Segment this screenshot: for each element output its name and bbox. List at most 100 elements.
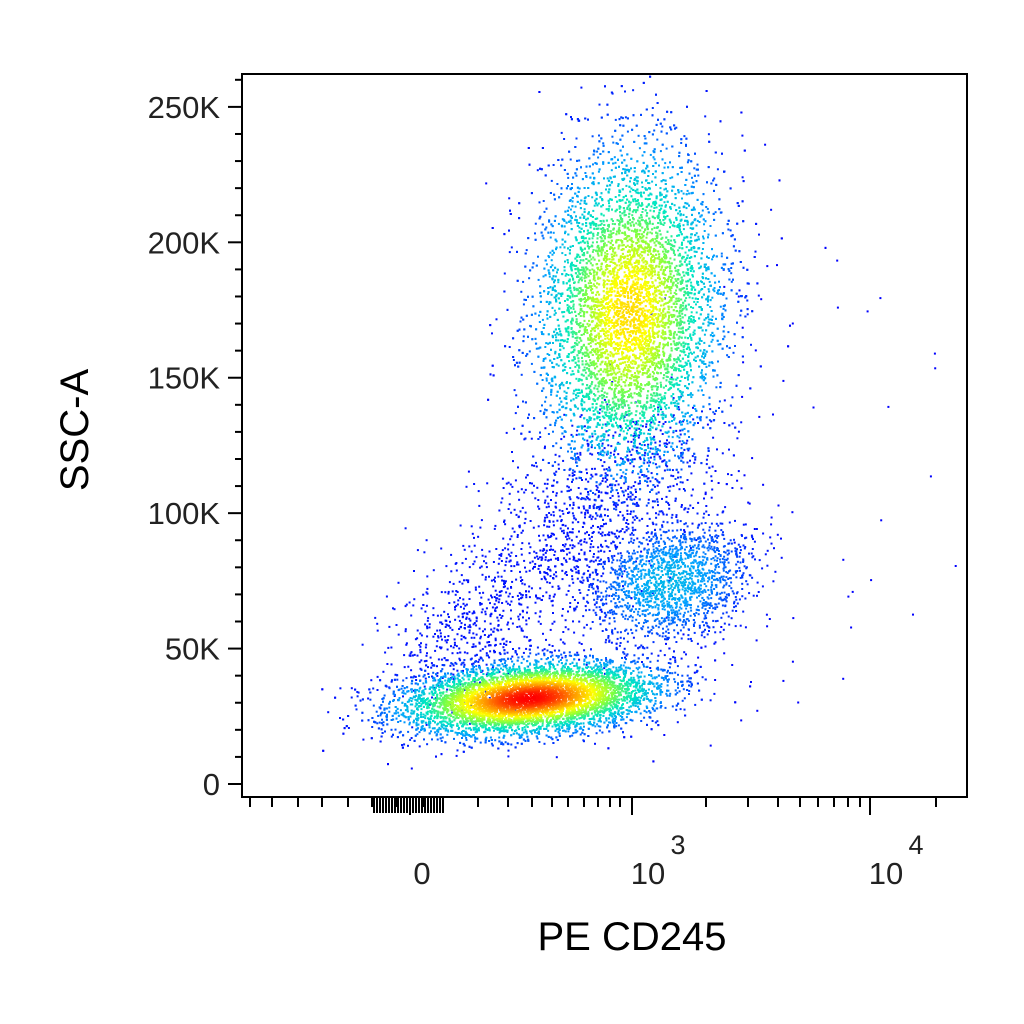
event-dot: [591, 586, 594, 589]
event-dot: [522, 318, 525, 321]
event-dot: [533, 464, 536, 467]
event-dot: [702, 405, 705, 408]
event-dot: [703, 624, 705, 627]
event-dot: [588, 165, 591, 168]
event-dot: [369, 691, 372, 694]
event-dot: [508, 492, 511, 495]
event-dot: [701, 564, 704, 567]
event-dot: [609, 611, 612, 614]
event-dot: [520, 629, 523, 632]
event-dot: [553, 620, 556, 623]
event-dot: [726, 223, 729, 226]
event-dot: [512, 356, 515, 358]
event-dot: [666, 689, 668, 692]
event-dot: [616, 529, 619, 532]
event-dot: [629, 558, 632, 561]
event-dot: [561, 510, 564, 512]
event-dot: [571, 528, 574, 531]
event-dot: [447, 592, 450, 595]
event-dot: [682, 633, 685, 636]
event-dot: [723, 564, 726, 567]
event-dot: [575, 565, 578, 568]
event-dot: [466, 613, 469, 616]
event-dot: [506, 587, 509, 590]
event-dot: [474, 645, 477, 648]
event-dot: [634, 608, 637, 611]
event-dot: [657, 504, 659, 507]
event-dot: [566, 531, 569, 534]
event-dot: [460, 574, 463, 577]
event-dot: [669, 485, 672, 488]
event-dot: [490, 742, 493, 745]
event-dot: [725, 571, 728, 573]
event-dot: [686, 461, 689, 464]
event-dot: [397, 721, 400, 723]
event-dot: [635, 420, 638, 423]
event-dot: [703, 636, 706, 639]
event-dot: [719, 381, 722, 384]
event-dot: [525, 619, 528, 622]
event-dot: [594, 592, 597, 595]
event-dot: [633, 432, 636, 435]
event-dot: [599, 482, 602, 485]
event-dot: [464, 623, 466, 626]
event-dot: [361, 698, 364, 701]
event-dot: [440, 740, 443, 742]
event-dot: [579, 451, 582, 454]
event-dot: [727, 268, 730, 271]
event-dot: [736, 321, 738, 324]
event-dot: [495, 548, 498, 550]
event-dot: [728, 278, 731, 281]
event-dot: [500, 575, 503, 578]
event-dot: [595, 571, 597, 574]
event-dot: [671, 550, 674, 553]
event-dot: [653, 455, 656, 458]
event-dot: [688, 684, 690, 687]
event-dot: [460, 634, 463, 637]
event-dot: [589, 543, 592, 546]
event-dot: [646, 549, 649, 552]
event-dot: [595, 573, 598, 576]
event-dot: [669, 553, 672, 555]
event-dot: [690, 540, 693, 543]
event-dot: [671, 705, 674, 708]
event-dot: [686, 525, 689, 528]
event-dot: [539, 431, 541, 434]
event-dot: [499, 653, 502, 656]
event-dot: [674, 127, 676, 130]
event-dot: [625, 525, 628, 528]
event-dot: [431, 696, 433, 699]
event-dot: [602, 150, 605, 153]
event-dot: [693, 422, 696, 425]
event-dot: [649, 660, 652, 663]
event-dot: [488, 550, 491, 553]
event-dot: [650, 564, 653, 567]
event-dot: [544, 445, 546, 448]
event-dot: [486, 654, 489, 657]
event-dot: [497, 624, 500, 627]
event-dot: [554, 453, 557, 456]
event-dot: [680, 459, 683, 462]
event-dot: [492, 561, 495, 563]
event-dot: [522, 651, 525, 654]
event-dot: [667, 636, 670, 639]
event-dot: [448, 581, 451, 584]
event-dot: [601, 630, 604, 632]
event-dot: [455, 562, 458, 564]
event-dot: [463, 548, 466, 551]
event-dot: [546, 573, 549, 576]
event-dot: [510, 551, 513, 554]
event-dot: [639, 480, 641, 482]
event-dot: [594, 493, 597, 496]
event-dot: [665, 630, 668, 633]
event-dot: [934, 367, 937, 370]
event-dot: [719, 558, 721, 561]
event-dot: [627, 583, 630, 586]
event-dot: [447, 635, 450, 638]
event-dot: [518, 625, 521, 628]
event-dot: [703, 612, 706, 615]
event-dot: [598, 559, 601, 562]
event-dot: [548, 581, 551, 584]
event-dot: [707, 449, 710, 452]
